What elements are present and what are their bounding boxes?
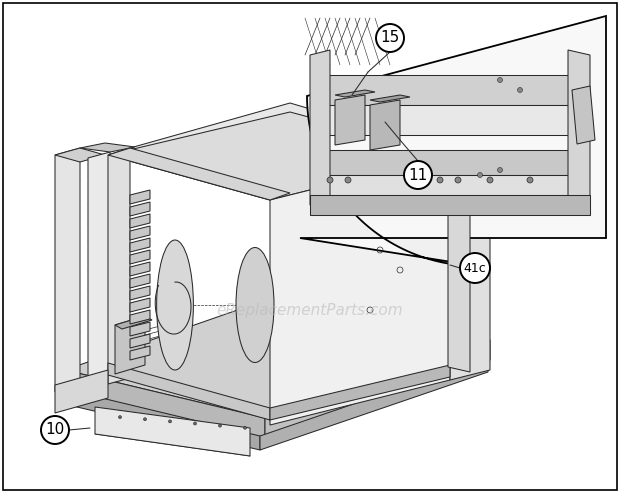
Circle shape — [460, 253, 490, 283]
Text: 15: 15 — [381, 31, 400, 45]
Polygon shape — [130, 322, 150, 336]
Circle shape — [376, 24, 404, 52]
Polygon shape — [130, 103, 450, 195]
Polygon shape — [130, 310, 150, 324]
Circle shape — [327, 177, 333, 183]
Polygon shape — [322, 75, 580, 105]
Circle shape — [518, 87, 523, 93]
Text: 10: 10 — [45, 423, 64, 437]
Text: eReplacementParts.com: eReplacementParts.com — [216, 303, 404, 317]
Polygon shape — [448, 155, 470, 372]
Polygon shape — [270, 155, 450, 425]
Polygon shape — [310, 195, 590, 215]
Polygon shape — [80, 143, 135, 152]
Polygon shape — [115, 316, 145, 374]
Polygon shape — [130, 346, 150, 360]
Polygon shape — [130, 298, 150, 312]
Circle shape — [477, 173, 482, 177]
Polygon shape — [55, 148, 105, 162]
Polygon shape — [300, 16, 606, 266]
Polygon shape — [260, 358, 488, 450]
Polygon shape — [322, 105, 580, 135]
Text: 41c: 41c — [464, 261, 486, 275]
Polygon shape — [335, 90, 375, 97]
Circle shape — [345, 177, 351, 183]
Polygon shape — [270, 365, 450, 420]
Polygon shape — [55, 148, 80, 392]
Polygon shape — [370, 100, 400, 150]
Circle shape — [404, 161, 432, 189]
Polygon shape — [130, 226, 150, 240]
Polygon shape — [130, 274, 150, 288]
Polygon shape — [55, 370, 108, 413]
Polygon shape — [108, 112, 450, 200]
Polygon shape — [130, 190, 150, 204]
Polygon shape — [322, 150, 580, 175]
Polygon shape — [130, 214, 150, 228]
Text: 11: 11 — [409, 168, 428, 182]
Polygon shape — [130, 250, 150, 264]
Polygon shape — [95, 407, 250, 456]
Polygon shape — [370, 95, 410, 102]
Polygon shape — [115, 316, 152, 329]
Circle shape — [143, 418, 146, 421]
Circle shape — [244, 426, 247, 429]
Polygon shape — [130, 262, 150, 276]
Polygon shape — [568, 50, 590, 205]
Polygon shape — [88, 152, 110, 384]
Circle shape — [193, 422, 197, 425]
Circle shape — [218, 424, 221, 427]
Polygon shape — [450, 155, 490, 380]
Circle shape — [455, 177, 461, 183]
Circle shape — [527, 177, 533, 183]
Polygon shape — [130, 202, 150, 216]
Polygon shape — [130, 334, 150, 348]
Polygon shape — [108, 148, 130, 384]
Polygon shape — [60, 388, 260, 450]
Polygon shape — [108, 148, 290, 200]
Polygon shape — [108, 363, 270, 420]
Circle shape — [487, 177, 493, 183]
Polygon shape — [130, 286, 150, 300]
Polygon shape — [322, 175, 580, 195]
Circle shape — [497, 77, 502, 82]
Polygon shape — [265, 340, 490, 438]
Circle shape — [497, 168, 502, 173]
Ellipse shape — [236, 247, 274, 362]
Ellipse shape — [157, 240, 193, 370]
Polygon shape — [65, 290, 490, 418]
Circle shape — [118, 416, 122, 419]
Polygon shape — [130, 238, 150, 252]
Circle shape — [437, 177, 443, 183]
Polygon shape — [572, 86, 595, 144]
Circle shape — [41, 416, 69, 444]
Polygon shape — [335, 95, 365, 145]
Polygon shape — [310, 50, 330, 205]
Polygon shape — [65, 370, 265, 438]
Circle shape — [169, 420, 172, 423]
